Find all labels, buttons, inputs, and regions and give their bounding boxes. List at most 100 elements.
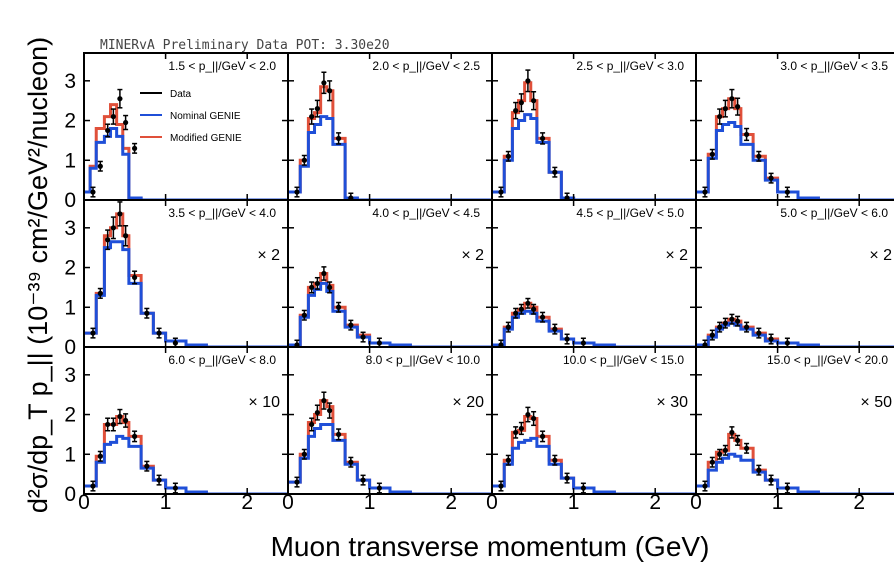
data-point [717, 113, 723, 120]
panel-plot-area [492, 69, 696, 200]
modified-genie-line [288, 85, 492, 200]
panel-frame [83, 346, 289, 495]
panel-label: 2.0 < p_||/GeV < 2.5 [372, 59, 480, 73]
data-point [564, 475, 570, 481]
data-point [314, 409, 320, 416]
panel: 3.0 < p_||/GeV < 3.5 [695, 52, 894, 201]
data-point [348, 459, 354, 465]
nominal-genie-line [696, 121, 894, 200]
data-point [539, 135, 546, 142]
data-point [505, 457, 511, 463]
data-point [729, 429, 735, 436]
modified-genie-line [696, 432, 894, 494]
data-point [735, 318, 741, 324]
data-point [564, 336, 570, 342]
data-point [539, 433, 546, 439]
data-point [498, 189, 504, 195]
x-tick-label: 2 [445, 491, 457, 514]
data-point [743, 445, 750, 451]
data-point [294, 189, 300, 195]
panel: 2.0 < p_||/GeV < 2.5 [287, 52, 493, 201]
data-point [309, 113, 315, 120]
data-point [580, 340, 586, 346]
scale-factor: × 10 [248, 394, 280, 411]
legend: Data Nominal GENIE Modified GENIE [140, 89, 242, 144]
data-point [756, 330, 762, 336]
data-point [348, 322, 354, 328]
y-tick-label: 1 [64, 149, 76, 172]
panel-plot-area [288, 266, 492, 347]
panel: 0 1 2 15.0 < p_||/GeV < 20.0 × 50 [690, 346, 894, 514]
legend-label: Modified GENIE [170, 133, 242, 144]
panel: 2.5 < p_||/GeV < 3.0 [491, 52, 697, 201]
y-tick-label: 0 [64, 336, 76, 359]
modified-genie-line [84, 415, 288, 494]
data-point [301, 157, 307, 163]
scale-factor: × 2 [665, 247, 688, 264]
x-tick-label: 0 [486, 491, 498, 514]
data-point [144, 310, 150, 316]
data-point [768, 175, 774, 181]
data-point [498, 483, 504, 489]
data-point [172, 340, 178, 346]
panel-plot-area [84, 88, 288, 200]
y-tick-label: 2 [64, 404, 76, 427]
nominal-genie-line [492, 113, 696, 200]
x-tick-label: 0 [282, 491, 294, 514]
data-point [505, 324, 511, 330]
legend-label: Nominal GENIE [170, 111, 241, 122]
data-point [110, 421, 116, 428]
data-point [552, 326, 558, 332]
data-point [335, 304, 342, 310]
scale-factor: × 20 [452, 394, 484, 411]
data-point [784, 485, 790, 491]
data-point [513, 429, 519, 436]
data-point [321, 270, 327, 277]
panel-frame [491, 52, 697, 201]
nominal-genie-line [84, 126, 288, 200]
data-point [784, 189, 790, 195]
data-point [105, 127, 111, 134]
y-tick-label: 3 [64, 70, 76, 93]
modified-genie-line [84, 212, 288, 347]
data-point [525, 411, 531, 418]
data-point [360, 334, 366, 340]
data-point [531, 98, 537, 104]
panel-plot-area [696, 426, 894, 494]
data-point [321, 398, 327, 404]
data-point [294, 479, 300, 485]
data-point [117, 413, 123, 420]
data-point [709, 151, 715, 157]
data-point [335, 135, 342, 142]
panel: 5.0 < p_||/GeV < 6.0 × 2 [695, 199, 894, 348]
panel-plot-area [696, 313, 894, 347]
x-tick-label: 2 [241, 491, 253, 514]
data-point [131, 274, 138, 281]
data-point [513, 108, 519, 114]
data-point [327, 407, 333, 414]
y-tick-label: 0 [64, 189, 76, 212]
data-point [756, 153, 762, 159]
data-point [525, 300, 531, 306]
data-point [156, 477, 162, 483]
data-point [117, 96, 123, 102]
scale-factor: × 2 [869, 247, 892, 264]
data-point [327, 284, 333, 291]
data-point [97, 290, 103, 296]
data-point [105, 237, 111, 243]
data-point [348, 195, 354, 200]
panel-plot-area [492, 297, 696, 347]
nominal-genie-line [84, 240, 288, 347]
data-point [314, 280, 320, 287]
y-tick-label: 2 [64, 110, 76, 133]
panel-label: 3.5 < p_||/GeV < 4.0 [168, 206, 276, 220]
panel-plot-area [84, 408, 288, 494]
data-point [90, 483, 96, 489]
y-tick-label: 2 [64, 257, 76, 280]
x-tick-label: 2 [853, 491, 865, 514]
x-tick-label: 0 [78, 491, 90, 514]
scale-factor: × 30 [656, 394, 688, 411]
data-point [717, 324, 723, 330]
data-point [309, 284, 315, 291]
data-point [729, 316, 735, 322]
